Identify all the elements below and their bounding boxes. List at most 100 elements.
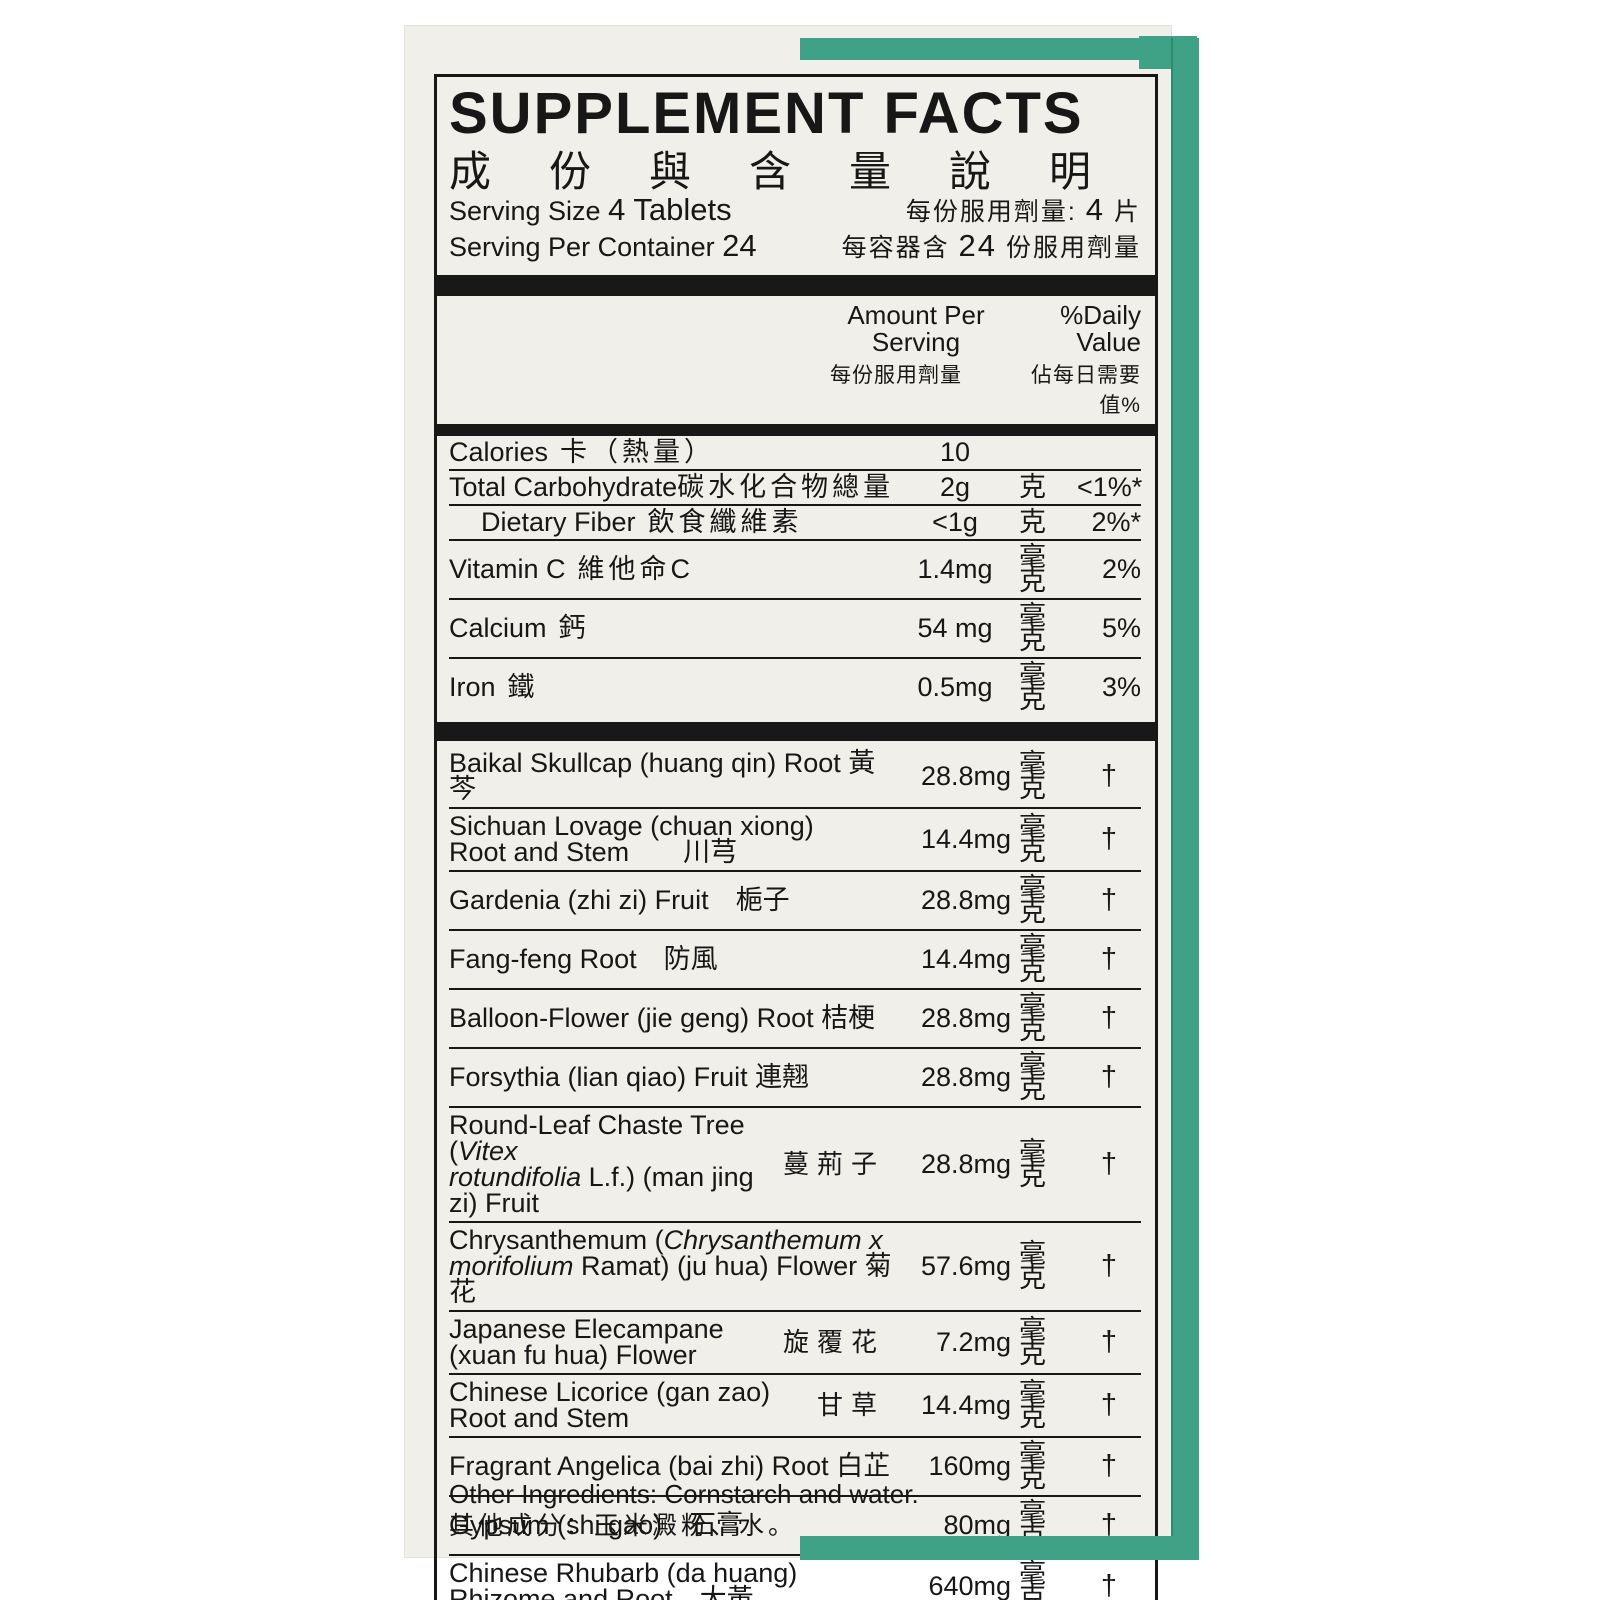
herb-amount: 80mg [943, 1510, 1011, 1540]
herb-name-line: Balloon-Flower (jie geng) Root 桔梗 [449, 1003, 876, 1033]
servings-per-container-row: Serving Per Container 24 每容器含 24 份服用劑量 [449, 229, 1141, 265]
nutrient-row: Dietary Fiber 飲食纖維素 <1g 克 2%* [449, 506, 1141, 541]
herb-name-line: Chrysanthemum (Chrysanthemum x [449, 1225, 883, 1255]
nutrient-daily-value: 2% [1101, 554, 1141, 584]
nutrient-amount: 10 [939, 437, 971, 467]
nutrient-name-english: Total Carbohydrate [449, 472, 678, 502]
herb-daily-value-dagger: † [1100, 1250, 1118, 1282]
herb-name-line: Fragrant Angelica (bai zhi) Root 白芷 [449, 1451, 891, 1481]
herb-amount: 28.8mg [920, 1062, 1011, 1092]
nutrient-name: Calcium 鈣 [449, 613, 899, 643]
nutrient-name-chinese: 鈣 [558, 613, 590, 643]
serving-size-chinese: 每份服用劑量: 4 片 [906, 193, 1141, 229]
container-zh-post: 份服用劑量 [1005, 234, 1141, 262]
nutrient-name-english: Calories [449, 437, 549, 467]
herb-name: Chinese Rhubarb (da huang) Rhizome and Ro… [449, 1560, 899, 1600]
daily-value-header: %Daily [1060, 300, 1141, 330]
herb-name-line: Chinese Licorice (gan zao) [449, 1377, 771, 1407]
herb-daily-value-dagger: † [1100, 1326, 1118, 1358]
nutrient-daily-value: 3% [1101, 672, 1141, 702]
herb-daily-value-dagger: † [1100, 1389, 1118, 1421]
nutrient-name-chinese: 鐵 [507, 672, 539, 702]
herb-row: Chrysanthemum (Chrysanthemum x morifolium… [449, 1223, 1141, 1312]
nutrient-unit-chinese: 毫克 [1019, 601, 1049, 655]
herb-name: Japanese Elecampane (xuan fu hua) Flower [449, 1314, 783, 1369]
herb-amount: 28.8mg [920, 885, 1011, 915]
nutrient-name-english: Vitamin C [449, 554, 566, 584]
column-headers-line1: Amount Per %Daily [449, 302, 1141, 329]
herb-name-chinese: 甘草 [816, 1390, 885, 1420]
herb-name-line: Chinese Rhubarb (da huang) [449, 1558, 798, 1588]
herb-name-line: Root and Stem 川芎 [449, 837, 738, 867]
other-ingredients: Other Ingredients: Cornstarch and water.… [449, 1478, 919, 1542]
other-ingredients-english: Other Ingredients: Cornstarch and water. [449, 1479, 919, 1509]
herb-name-line: Forsythia (lian qiao) Fruit 連翹 [449, 1062, 810, 1092]
nutrient-unit-chinese: 毫克 [1019, 542, 1049, 596]
nutrient-name-english: Calcium [449, 613, 547, 643]
nutrient-name-chinese: 飲食纖維素 [647, 507, 803, 537]
container-zh-value: 24 [958, 228, 998, 263]
nutrient-name-english: Dietary Fiber [481, 507, 636, 537]
amount-per-header: Amount Per [847, 300, 985, 330]
herb-row: Japanese Elecampane (xuan fu hua) Flower 旋… [449, 1312, 1141, 1375]
herb-name-chinese: 旋覆花 [782, 1327, 885, 1357]
supplement-facts-panel: SUPPLEMENT FACTS 成份與含量說明 Serving Size 4 … [434, 74, 1158, 1600]
separator-bar-2 [437, 424, 1155, 436]
herb-daily-value-dagger: † [1100, 823, 1118, 855]
herb-name: Fragrant Angelica (bai zhi) Root 白芷 [449, 1451, 899, 1481]
herb-name: Gypsum (shi gao) 石膏 [449, 1510, 899, 1540]
herb-row: Sichuan Lovage (chuan xiong) Root and Ste… [449, 809, 1141, 872]
amount-per-header-2: Serving [871, 327, 961, 357]
herb-amount: 28.8mg [920, 1149, 1011, 1179]
herb-amount: 7.2mg [935, 1327, 1011, 1357]
herb-row: Fragrant Angelica (bai zhi) Root 白芷 160mg… [449, 1438, 1141, 1497]
herb-name: Chinese Licorice (gan zao) Root and Stem [449, 1377, 817, 1433]
herb-amount: 57.6mg [920, 1251, 1011, 1281]
herb-row: Forsythia (lian qiao) Fruit 連翹 28.8mg 毫克 † [449, 1049, 1141, 1108]
nutrient-unit-chinese: 克 [1019, 507, 1049, 537]
nutrient-amount: 54 mg [917, 613, 993, 643]
nutrient-row: Calcium 鈣 54 mg 毫克 5% [449, 600, 1141, 659]
teal-band-bottom [800, 1536, 1197, 1560]
herb-name: Balloon-Flower (jie geng) Root 桔梗 [449, 1003, 899, 1033]
serving-size-zh-post: 片 [1113, 198, 1141, 226]
herb-name-line: Gypsum (shi gao) 石膏 [449, 1510, 744, 1540]
herb-name-line: Root and Stem [449, 1403, 630, 1433]
herb-name-line: Baikal Skullcap (huang qin) Root 黃芩 [449, 748, 876, 804]
daily-value-header-2: Value [1076, 327, 1141, 357]
herb-daily-value-dagger: † [1100, 884, 1118, 916]
herb-name: Chrysanthemum (Chrysanthemum x morifolium… [449, 1225, 899, 1306]
herb-name-line: Rhizome and Root 大黃 [449, 1584, 754, 1600]
other-ingredients-chinese: 其他成分：玉米澱粉、水。 [449, 1512, 798, 1540]
nutrient-name: Vitamin C 維他命C [449, 554, 899, 584]
herb-unit-chinese: 毫克 [1019, 1439, 1049, 1493]
herb-daily-value-dagger: † [1100, 943, 1118, 975]
nutrient-name-chinese: 維他命C [577, 554, 695, 584]
herb-name: Forsythia (lian qiao) Fruit 連翹 [449, 1062, 899, 1092]
nutrient-unit-chinese: 克 [1019, 472, 1049, 502]
herb-unit-chinese: 毫克 [1019, 1559, 1049, 1600]
herb-row: Fang-feng Root 防風 14.4mg 毫克 † [449, 931, 1141, 990]
herb-row: Gardenia (zhi zi) Fruit 梔子 28.8mg 毫克 † [449, 872, 1141, 931]
herb-unit-chinese: 毫克 [1019, 1137, 1049, 1191]
nutrient-row: Vitamin C 維他命C 1.4mg 毫克 2% [449, 541, 1141, 600]
herb-daily-value-dagger: † [1100, 1148, 1118, 1180]
herb-name-line: Japanese Elecampane [449, 1314, 724, 1344]
supplement-label-paper: SUPPLEMENT FACTS 成份與含量說明 Serving Size 4 … [404, 25, 1172, 1600]
container-label: Serving Per Container [449, 232, 715, 262]
nutrient-name: Calories 卡（熱量） [449, 437, 899, 467]
serving-size-zh-value: 4 [1085, 192, 1106, 227]
herb-name-line: Gardenia (zhi zi) Fruit 梔子 [449, 885, 790, 915]
nutrient-name: Total Carbohydrate碳水化合物總量 [449, 472, 899, 502]
herb-amount: 28.8mg [920, 1003, 1011, 1033]
herb-unit-chinese: 毫克 [1019, 1378, 1049, 1432]
container-zh-pre: 每容器含 [841, 234, 950, 262]
nutrient-daily-value: 2%* [1091, 507, 1141, 537]
panel-title-chinese: 成份與含量說明 [449, 148, 1150, 195]
nutrient-row: Total Carbohydrate碳水化合物總量 2g 克 <1%* [449, 471, 1142, 506]
herb-amount: 14.4mg [920, 1390, 1011, 1420]
amount-per-header-zh: 每份服用劑量 [830, 364, 962, 387]
serving-size-value: 4 Tablets [608, 192, 732, 227]
nutrient-name: Dietary Fiber 飲食纖維素 [449, 507, 899, 537]
daily-value-header-zh: 佔每日需要值% [1031, 364, 1141, 417]
